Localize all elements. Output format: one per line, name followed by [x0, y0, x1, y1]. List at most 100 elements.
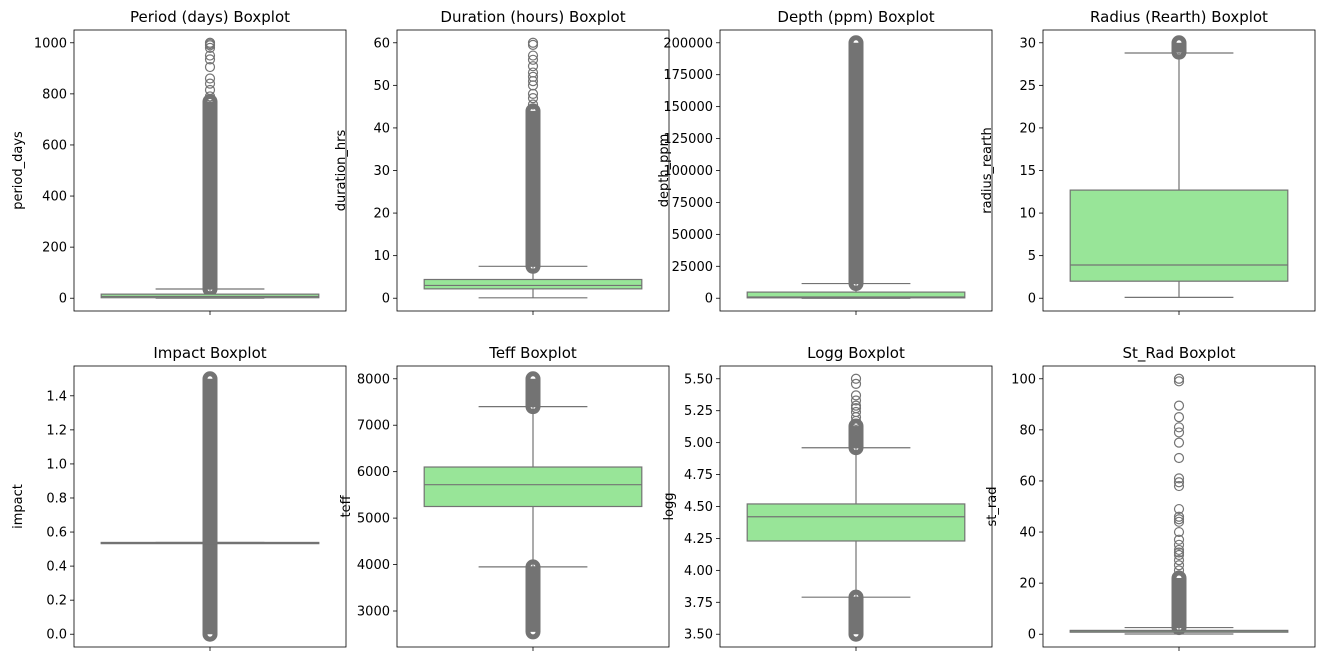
iqr-box: [1069, 189, 1289, 282]
y-tick-label: 400: [42, 190, 67, 205]
outlier-point: [1173, 544, 1185, 556]
outlier-point: [204, 61, 216, 73]
outlier-point: [1173, 534, 1185, 545]
y-tick-label: 60: [1019, 474, 1036, 489]
y-tick-label: 8000: [357, 372, 390, 387]
y-tick-label: 100: [1011, 372, 1036, 387]
y-tick-label: 125000: [663, 132, 713, 147]
y-axis-label: period_days: [11, 131, 26, 210]
y-tick-label: 200000: [663, 36, 713, 51]
outlier-point: [850, 403, 862, 414]
y-tick-label: 0.4: [46, 560, 67, 575]
y-tick-label: 200: [42, 241, 67, 256]
chart-title: Logg Boxplot: [807, 344, 905, 362]
boxplot-panel-7: Logg Boxplot logg 3.50 3.75 4.00 4.25 4.50 4.75…: [662, 344, 993, 651]
y-tick-label: 20: [373, 207, 390, 222]
y-tick-label: 4.75: [684, 468, 713, 483]
outlier-point: [204, 91, 216, 102]
y-tick-label: 20: [1019, 577, 1036, 592]
outlier-point: [527, 50, 539, 61]
y-axis-label: radius_rearth: [980, 127, 995, 213]
outlier-point: [1173, 526, 1185, 538]
y-tick-label: 5.50: [684, 372, 713, 387]
outlier-point: [204, 84, 216, 96]
y-tick-label: 80: [1019, 423, 1036, 438]
outlier-point: [204, 50, 216, 61]
y-tick-label: 6000: [357, 465, 390, 480]
outlier-point: [1173, 411, 1185, 423]
chart-title: Period (days) Boxplot: [130, 8, 290, 26]
outlier-point: [1173, 503, 1185, 515]
iqr-box: [746, 503, 966, 542]
y-tick-label: 60: [373, 36, 390, 51]
y-tick-label: 3000: [357, 605, 390, 620]
outlier-point: [1173, 480, 1185, 492]
outlier-point: [204, 78, 216, 89]
outlier-point: [1173, 549, 1185, 561]
iqr-box: [423, 466, 643, 508]
outlier-point: [850, 395, 862, 406]
outlier-point: [204, 42, 216, 53]
y-tick-label: 4.00: [684, 564, 713, 579]
y-tick-label: 3.75: [684, 596, 713, 611]
y-axis-label: teff: [339, 494, 354, 517]
y-tick-label: 0: [705, 292, 713, 307]
boxplot-panel-3: Depth (ppm) Boxplot depth_ppm 0 25000 50000 7…: [657, 8, 993, 315]
y-axis-label: st_rad: [985, 487, 1000, 527]
boxplot-panel-4: Radius (Rearth) Boxplot radius_rearth 0 5 10…: [980, 8, 1316, 315]
outlier-point: [204, 73, 216, 84]
outlier-point: [1173, 514, 1185, 525]
outlier-point: [850, 373, 862, 384]
outlier-point: [1173, 539, 1185, 550]
y-tick-label: 4.25: [684, 532, 713, 547]
outlier-point: [1173, 400, 1185, 411]
iqr-box: [746, 291, 966, 299]
y-tick-label: 1000: [34, 36, 67, 51]
outlier-point: [527, 37, 539, 48]
boxplot-panel-6: Teff Boxplot teff 3000 4000 5000 6000 7000 8000: [339, 344, 670, 651]
outlier-point: [527, 54, 539, 65]
outlier-point: [1173, 437, 1185, 448]
outlier-point: [1173, 373, 1185, 384]
y-tick-label: 1.2: [46, 423, 67, 438]
y-tick-label: 5.25: [684, 404, 713, 419]
y-tick-label: 5.00: [684, 436, 713, 451]
y-tick-label: 1.0: [46, 457, 67, 472]
outlier-point: [1173, 555, 1185, 566]
outlier-point: [1173, 516, 1185, 527]
y-tick-label: 25000: [672, 260, 713, 275]
y-tick-label: 0: [59, 292, 67, 307]
y-tick-label: 600: [42, 138, 67, 153]
outlier-point: [204, 37, 216, 48]
y-tick-label: 800: [42, 87, 67, 102]
y-tick-label: 15: [1019, 164, 1036, 179]
outlier-point: [1173, 422, 1185, 433]
y-tick-label: 40: [373, 121, 390, 136]
boxplot-panel-8: St_Rad Boxplot st_rad 0 20 40 60 80 100: [985, 344, 1316, 651]
outlier-point: [1173, 427, 1185, 438]
y-tick-label: 10: [1019, 207, 1036, 222]
chart-title: Depth (ppm) Boxplot: [777, 8, 934, 26]
y-tick-label: 175000: [663, 68, 713, 83]
y-tick-label: 4.50: [684, 500, 713, 515]
outlier-point: [1173, 560, 1185, 571]
y-tick-label: 50: [373, 79, 390, 94]
chart-title: Impact Boxplot: [153, 344, 266, 362]
outlier-point: [527, 67, 539, 78]
outlier-point: [850, 390, 862, 401]
outlier-point: [527, 39, 539, 51]
boxplot-panel-1: Period (days) Boxplot period_days 0 200 400 6…: [11, 8, 347, 315]
outlier-point: [527, 61, 539, 72]
outlier-point: [850, 378, 862, 389]
outlier-point: [1173, 473, 1185, 484]
y-tick-label: 5000: [357, 512, 390, 527]
outlier-point: [850, 406, 862, 418]
outlier-point: [527, 93, 539, 104]
outlier-point: [527, 99, 539, 110]
y-tick-label: 0: [382, 292, 390, 307]
y-tick-label: 0: [1028, 292, 1036, 307]
chart-title: Duration (hours) Boxplot: [440, 8, 625, 26]
chart-title: Teff Boxplot: [488, 344, 577, 362]
y-tick-label: 75000: [672, 196, 713, 211]
